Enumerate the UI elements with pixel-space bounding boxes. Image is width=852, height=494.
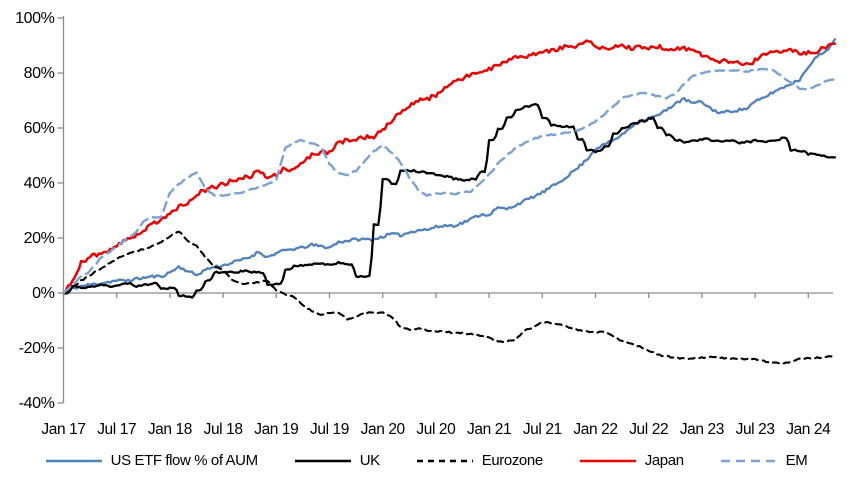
series-line-em <box>62 67 837 295</box>
legend-item-japan: Japan <box>579 452 684 469</box>
legend-line-sample-eurozone <box>416 459 473 462</box>
x-tick-label: Jan 21 <box>467 421 511 438</box>
x-tick-label: Jul 21 <box>523 421 562 438</box>
y-tick-label: 60% <box>24 120 55 137</box>
y-tick-label: 80% <box>24 65 55 82</box>
x-tick-label: Jan 24 <box>786 421 831 438</box>
legend-line-sample-us-etf-flow-of-aum <box>45 459 102 462</box>
legend-item-uk: UK <box>294 452 380 469</box>
x-tick-label: Jan 22 <box>573 421 617 438</box>
legend-label-uk: UK <box>359 452 380 469</box>
x-tick-label: Jan 19 <box>254 421 298 438</box>
y-tick-label: -40% <box>19 395 55 412</box>
x-tick-label: Jul 17 <box>97 421 136 438</box>
y-tick-label: 0% <box>32 285 54 302</box>
x-tick-label: Jul 19 <box>310 421 349 438</box>
y-tick-label: 100% <box>15 10 54 27</box>
legend-item-eurozone: Eurozone <box>416 452 543 469</box>
x-tick-label: Jul 23 <box>736 421 775 438</box>
x-tick-label: Jan 20 <box>361 421 406 438</box>
legend-item-us-etf-flow-of-aum: US ETF flow % of AUM <box>45 452 258 469</box>
legend-label-eurozone: Eurozone <box>481 452 543 469</box>
x-tick-label: Jan 18 <box>148 421 192 438</box>
y-tick-label: -20% <box>19 340 55 357</box>
series-line-japan <box>62 39 837 295</box>
legend-item-em: EM <box>720 452 808 469</box>
legend-line-sample-uk <box>294 459 351 462</box>
legend-label-japan: Japan <box>644 452 684 469</box>
y-tick-label: 40% <box>24 175 55 192</box>
series-line-eurozone <box>62 230 836 365</box>
legend-label-us-etf-flow-of-aum: US ETF flow % of AUM <box>110 452 258 469</box>
x-tick-label: Jul 22 <box>629 421 668 438</box>
legend-label-em: EM <box>785 452 808 469</box>
y-tick-label: 20% <box>24 230 55 247</box>
series-line-us-etf-flow-of-aum <box>62 38 837 295</box>
x-tick-label: Jul 20 <box>416 421 456 438</box>
x-tick-label: Jan 23 <box>680 421 724 438</box>
legend-line-sample-em <box>720 459 777 462</box>
x-tick-label: Jul 18 <box>204 421 243 438</box>
x-tick-label: Jan 17 <box>41 421 85 438</box>
chart-legend: US ETF flow % of AUM UK Eurozone Japan EM <box>0 452 852 469</box>
series-line-uk <box>62 102 837 299</box>
legend-line-sample-japan <box>579 459 636 462</box>
